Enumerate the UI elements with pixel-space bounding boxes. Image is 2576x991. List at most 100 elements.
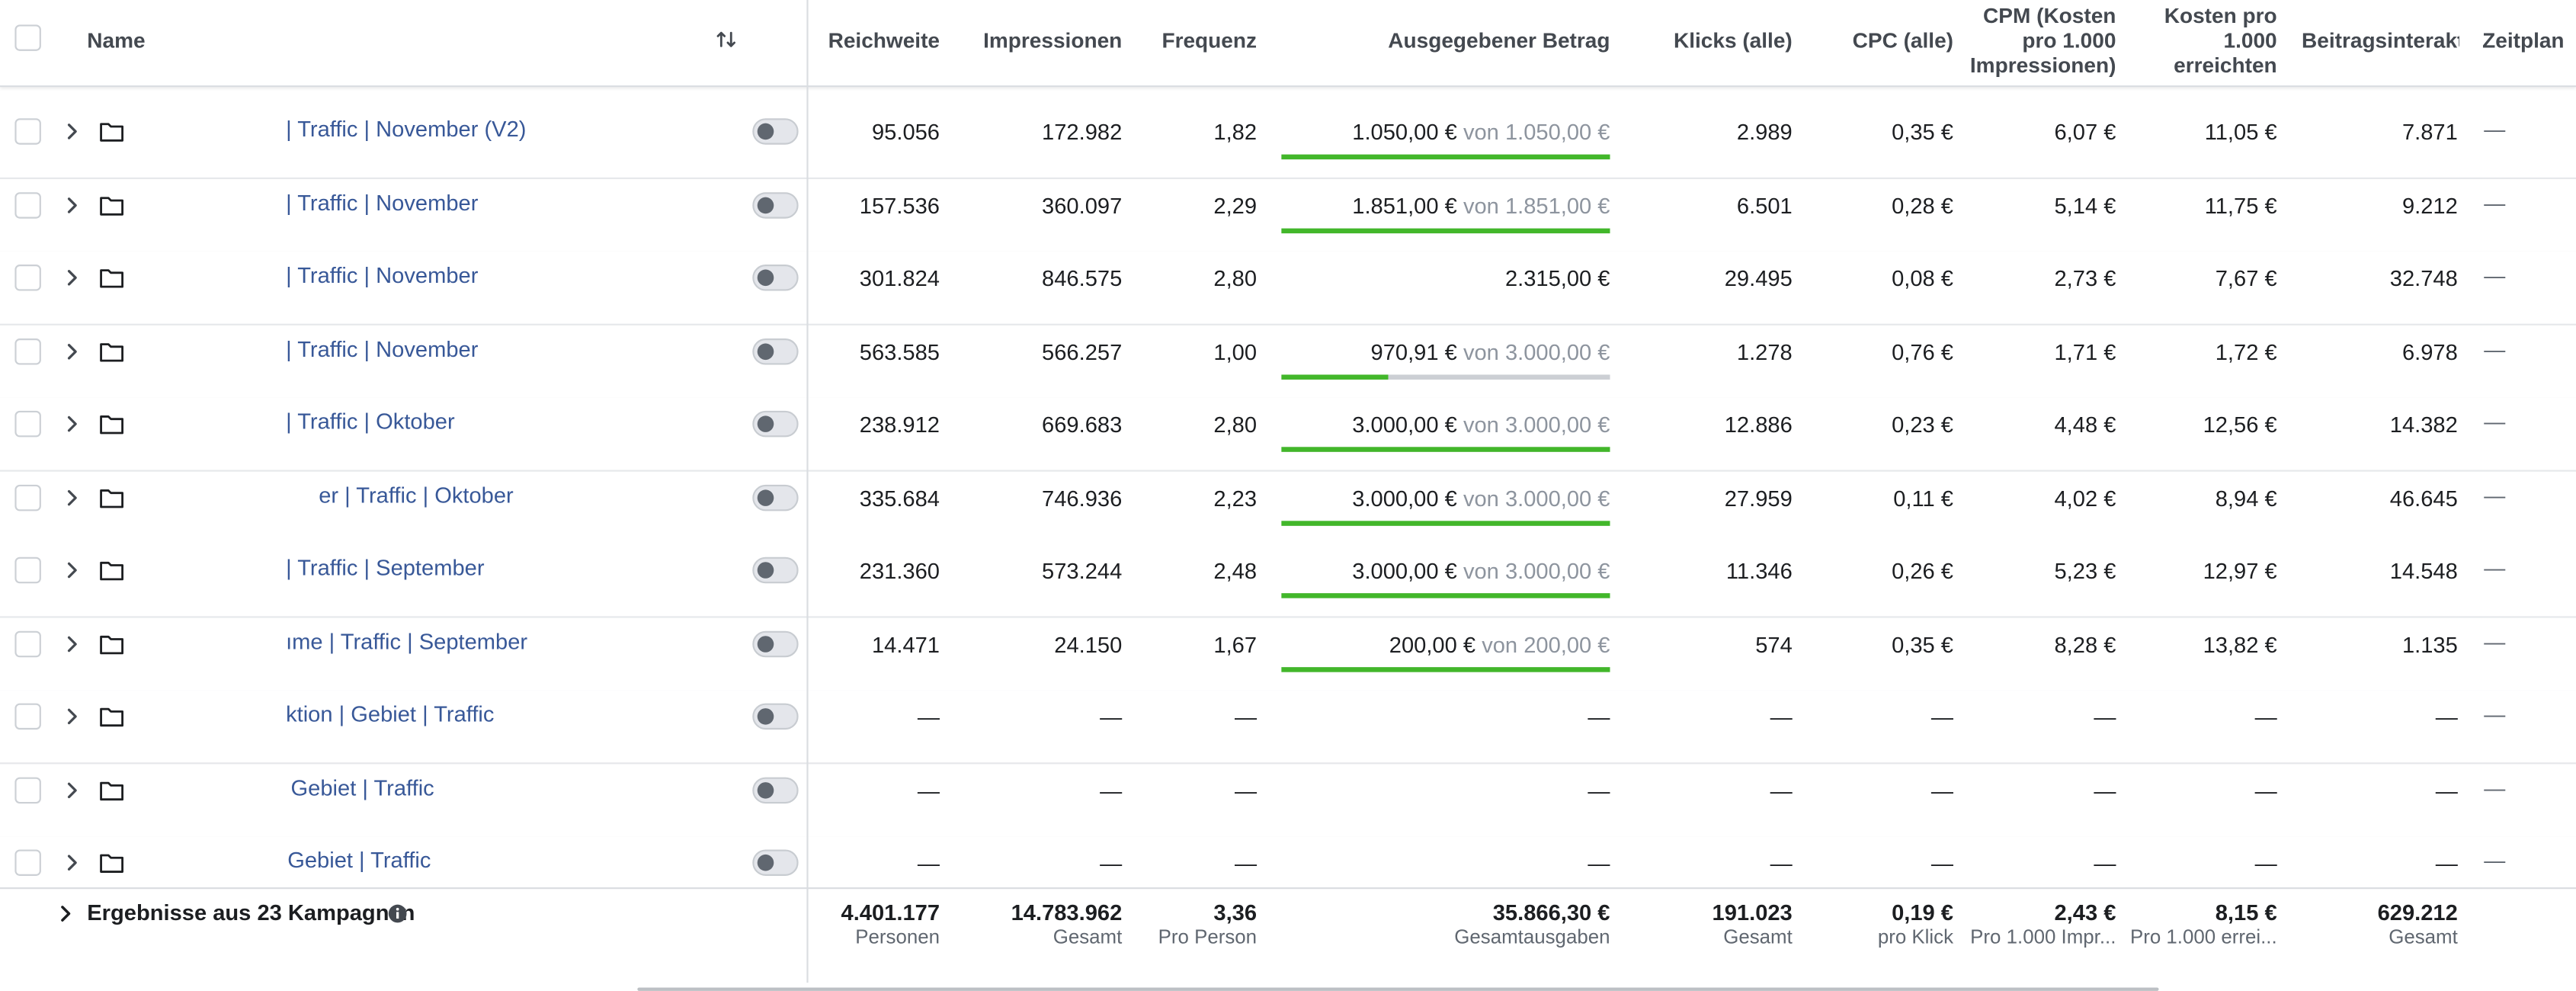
table-row[interactable]: | Traffic | November (V2) 95.056 172.982 1,… — [0, 104, 2576, 181]
campaign-name-link[interactable]: | Traffic | November — [286, 262, 479, 288]
campaign-name-link[interactable]: | Traffic | November — [286, 335, 479, 361]
cell-impressionen: 172.982 — [1042, 120, 1123, 145]
campaign-name-link[interactable]: ktion | Gebiet | Traffic — [286, 701, 495, 726]
column-header-reichweite[interactable]: Reichweite — [828, 27, 940, 53]
cell-zeitplan: — — [2484, 482, 2506, 508]
table-row[interactable]: | Traffic | November 157.536 360.097 2,29 6.… — [0, 178, 2576, 255]
cell-zeitplan: — — [2484, 117, 2506, 142]
campaign-toggle[interactable] — [752, 849, 799, 876]
total-klicks: 191.023 — [1712, 900, 1793, 925]
table-row[interactable]: er | Traffic | Oktober 335.684 746.936 2,23… — [0, 470, 2576, 547]
budget-amount: von 3.000,00 € — [1463, 339, 1610, 364]
table-row[interactable]: ktion | Gebiet | Traffic — — — — — — — — — — — [0, 690, 2576, 766]
chevron-right-icon[interactable] — [61, 486, 84, 508]
campaign-toggle[interactable] — [752, 191, 799, 218]
folder-icon — [100, 269, 123, 288]
campaign-toggle[interactable] — [752, 118, 799, 145]
campaign-name-link[interactable]: er | Traffic | Oktober — [319, 482, 514, 508]
chevron-right-icon[interactable] — [61, 778, 84, 801]
total-impressionen: 14.783.962 — [1011, 900, 1123, 925]
chevron-right-icon[interactable] — [61, 559, 84, 582]
toggle-knob — [757, 196, 774, 213]
row-checkbox[interactable] — [14, 630, 41, 657]
campaign-toggle[interactable] — [752, 776, 799, 803]
chevron-right-icon[interactable] — [61, 193, 84, 216]
column-header-cpc[interactable]: CPC (alle) — [1852, 27, 1954, 53]
row-checkbox[interactable] — [14, 191, 41, 218]
row-checkbox[interactable] — [14, 849, 41, 876]
column-header-frequenz[interactable]: Frequenz — [1161, 27, 1258, 53]
campaign-name-link[interactable]: | Traffic | November (V2) — [286, 117, 527, 142]
chevron-right-icon[interactable] — [61, 412, 84, 435]
budget-progress-fill — [1281, 154, 1610, 160]
column-header-zeitplan[interactable]: Zeitplan — [2482, 27, 2565, 53]
cell-ausgegebener-betrag: 970,91 € von 3.000,00 € — [1371, 339, 1610, 365]
chevron-right-icon[interactable] — [54, 902, 77, 925]
campaign-toggle[interactable] — [752, 410, 799, 438]
campaign-toggle[interactable] — [752, 630, 799, 657]
campaign-name-link[interactable]: | Traffic | September — [286, 555, 485, 580]
row-checkbox[interactable] — [14, 556, 41, 584]
horizontal-scrollbar[interactable] — [637, 987, 2159, 991]
spent-amount: 3.000,00 € — [1352, 485, 1457, 511]
row-checkbox[interactable] — [14, 410, 41, 438]
row-checkbox[interactable] — [14, 483, 41, 511]
column-header-beitragsinteraktionen[interactable]: Beitragsinterakti — [2302, 27, 2459, 53]
toggle-knob — [757, 708, 774, 725]
row-checkbox[interactable] — [14, 776, 41, 803]
campaign-toggle[interactable] — [752, 483, 799, 511]
column-header-klicks[interactable]: Klicks (alle) — [1673, 27, 1793, 53]
table-row[interactable]: ıme | Traffic | September 14.471 24.150 1,6… — [0, 617, 2576, 693]
row-checkbox[interactable] — [14, 703, 41, 730]
campaign-name-link[interactable]: Gebiet | Traffic — [287, 848, 431, 873]
total-beitragsinteraktionen-unit: Gesamt — [2389, 925, 2458, 948]
row-checkbox[interactable] — [14, 337, 41, 364]
column-header-kosten[interactable]: Kosten pro 1.000 erreichten — [2164, 3, 2277, 77]
campaign-name-link[interactable]: | Traffic | Oktober — [286, 409, 455, 435]
cell-reichweite: 301.824 — [859, 266, 940, 291]
sort-icon[interactable] — [715, 28, 738, 51]
column-header-impressionen[interactable]: Impressionen — [983, 27, 1123, 53]
budget-progress-bar — [1281, 520, 1610, 525]
campaign-toggle[interactable] — [752, 337, 799, 364]
campaign-toggle[interactable] — [752, 265, 799, 291]
spent-amount: 3.000,00 € — [1352, 558, 1457, 584]
chevron-right-icon[interactable] — [61, 705, 84, 728]
table-row[interactable]: | Traffic | November 301.824 846.575 2,80 29… — [0, 251, 2576, 327]
table-row[interactable]: | Traffic | September 231.360 573.244 2,48 1… — [0, 544, 2576, 620]
column-header-name[interactable]: Name — [87, 27, 146, 53]
cell-klicks: 1.278 — [1736, 339, 1793, 364]
select-all-checkbox[interactable] — [14, 24, 41, 51]
cell-interaktion: — — [2435, 704, 2458, 730]
cell-frequenz: — — [1234, 778, 1258, 803]
campaign-toggle[interactable] — [752, 556, 799, 584]
chevron-right-icon[interactable] — [61, 632, 84, 655]
cell-cpm: 4,48 € — [2054, 412, 2116, 438]
campaign-name-link[interactable]: Gebiet | Traffic — [290, 775, 434, 800]
folder-icon — [100, 561, 123, 581]
chevron-right-icon[interactable] — [61, 120, 84, 143]
campaign-name-link[interactable]: ıme | Traffic | September — [286, 628, 528, 653]
chevron-right-icon[interactable] — [61, 851, 84, 874]
info-icon[interactable] — [388, 904, 408, 924]
campaign-name-link[interactable]: | Traffic | November — [286, 189, 479, 215]
toggle-knob — [757, 342, 774, 360]
chevron-right-icon[interactable] — [61, 266, 84, 289]
cell-zeitplan: — — [2484, 409, 2506, 435]
cell-zeitplan: — — [2484, 335, 2506, 361]
row-checkbox[interactable] — [14, 118, 41, 145]
row-checkbox[interactable] — [14, 265, 41, 291]
table-row[interactable]: | Traffic | November 563.585 566.257 1,00 1.… — [0, 324, 2576, 400]
cell-cpc: 0,11 € — [1893, 485, 1954, 511]
folder-icon — [100, 123, 123, 142]
column-header-ausgegebener-betrag[interactable]: Ausgegebener Betrag — [1388, 27, 1610, 53]
toggle-knob — [757, 269, 774, 287]
campaign-toggle[interactable] — [752, 703, 799, 730]
spent-amount: 1.050,00 € — [1352, 120, 1457, 145]
column-header-cpm[interactable]: CPM (Kosten pro 1.000 Impressionen) — [1970, 3, 2116, 77]
table-row[interactable]: | Traffic | Oktober 238.912 669.683 2,80 12.… — [0, 397, 2576, 473]
chevron-right-icon[interactable] — [61, 339, 84, 362]
table-row[interactable]: Gebiet | Traffic — — — — — — — — — — — [0, 763, 2576, 839]
cell-frequenz: 2,80 — [1213, 266, 1258, 291]
cell-impressionen: 669.683 — [1042, 412, 1123, 438]
